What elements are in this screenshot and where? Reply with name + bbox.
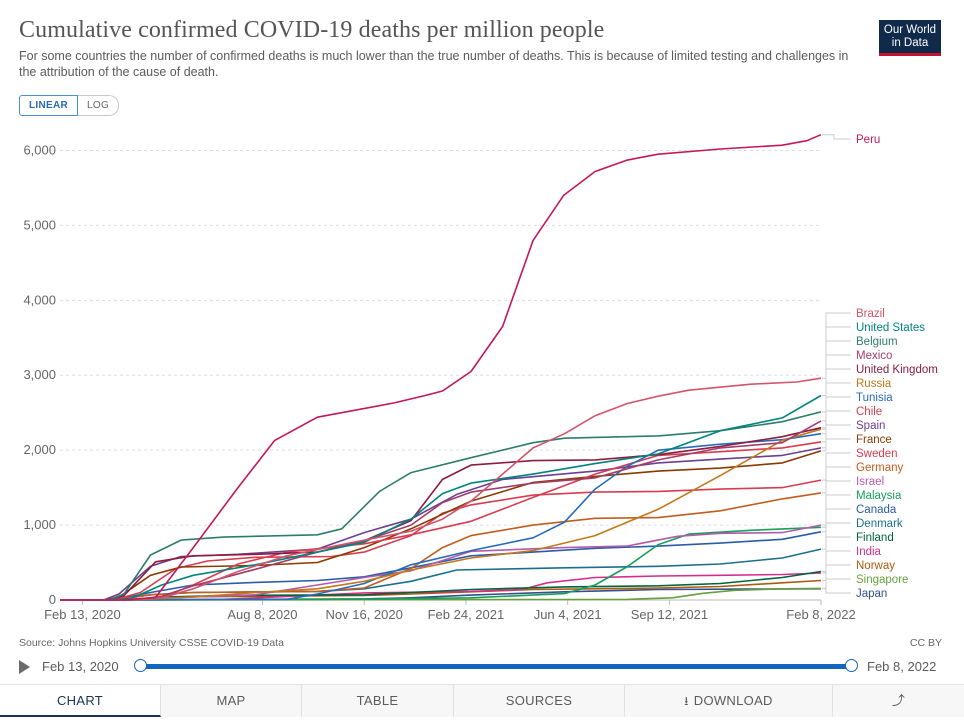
legend-label-mexico: Mexico <box>856 350 892 362</box>
legend-label-india: India <box>856 546 882 558</box>
x-tick-label: Sep 12, 2021 <box>631 607 708 622</box>
y-axis-ticks: 0 1,000 2,000 3,000 4,000 5,000 6,000 <box>23 142 56 607</box>
series-line-belgium <box>60 411 822 601</box>
legend-labels: Peru Brazil United States Belgium Mexico Unit… <box>856 134 938 600</box>
legend-label-russia: Russia <box>856 378 892 390</box>
y-tick-label: 4,000 <box>23 292 56 307</box>
timeline-end-label: Feb 8, 2022 <box>867 659 937 674</box>
tab-download[interactable]: ⭳ DOWNLOAD <box>625 685 833 717</box>
timeline-start-label: Feb 13, 2020 <box>42 659 119 674</box>
series-line-russia <box>60 428 822 601</box>
y-tick-label: 2,000 <box>23 442 56 457</box>
linear-scale-button[interactable]: LINEAR <box>19 95 79 116</box>
series-line-france <box>60 450 822 601</box>
legend-label-spain: Spain <box>856 420 885 432</box>
legend-label-japan: Japan <box>856 588 887 600</box>
x-tick-label: Aug 8, 2020 <box>227 607 297 622</box>
series-line-mexico <box>60 420 822 601</box>
series-line-peru <box>60 133 822 601</box>
source-note: Source: Johns Hopkins University CSSE CO… <box>19 637 284 649</box>
x-tick-label: Feb 8, 2022 <box>786 607 855 622</box>
legend-label-canada: Canada <box>856 504 897 516</box>
legend-connector <box>822 564 851 581</box>
chart-subtitle: For some countries the number of confirm… <box>19 49 849 79</box>
series-line-brazil <box>60 377 822 601</box>
series-line-united-kingdom <box>60 426 822 601</box>
tab-table[interactable]: TABLE <box>302 685 454 717</box>
x-tick-label: Feb 13, 2020 <box>44 607 121 622</box>
license-link[interactable]: CC BY <box>909 637 942 649</box>
scale-toggle: LINEAR LOG <box>19 95 120 116</box>
series-line-tunisia <box>60 432 822 601</box>
series-line-spain <box>60 447 822 601</box>
tab-sources[interactable]: SOURCES <box>454 685 625 717</box>
tab-chart[interactable]: CHART <box>0 685 161 717</box>
legend-connector <box>822 466 851 494</box>
legend-label-israel: Israel <box>856 476 884 488</box>
series-line-united-states <box>60 394 822 601</box>
x-axis-ticks: Feb 13, 2020 Aug 8, 2020 Nov 16, 2020 Feb 2… <box>44 600 856 622</box>
timeline-end-handle[interactable] <box>845 659 858 672</box>
y-tick-label: 5,000 <box>23 217 56 232</box>
legend-connector <box>822 424 851 449</box>
download-icon: ⭳ <box>684 694 689 708</box>
logo-line-2: in Data <box>891 37 929 49</box>
series-lines <box>60 133 822 601</box>
timeline: Feb 13, 2020 Feb 8, 2022 <box>0 656 964 678</box>
logo-line-1: Our World <box>883 24 937 36</box>
legend-connector <box>822 588 851 594</box>
legend-connector <box>822 134 851 140</box>
x-tick-label: Feb 24, 2021 <box>428 607 505 622</box>
legend-label-finland: Finland <box>856 532 894 544</box>
log-scale-button[interactable]: LOG <box>78 95 120 116</box>
legend-connector <box>822 578 851 589</box>
legend-label-france: France <box>856 434 892 446</box>
legend-label-singapore: Singapore <box>856 574 908 586</box>
tab-share[interactable]: ⤴ <box>833 685 964 717</box>
timeline-start-handle[interactable] <box>134 659 147 672</box>
owid-logo[interactable]: Our World in Data <box>879 20 941 56</box>
legend-label-chile: Chile <box>856 406 882 418</box>
chart-title: Cumulative confirmed COVID-19 deaths per… <box>19 17 605 43</box>
legend-label-denmark: Denmark <box>856 518 903 530</box>
grid-lines <box>60 149 821 601</box>
line-chart: 0 1,000 2,000 3,000 4,000 5,000 6,000 Feb 13, … <box>23 133 938 622</box>
legend-connector <box>822 522 851 550</box>
y-tick-label: 6,000 <box>23 142 56 157</box>
tab-bar: CHART MAP TABLE SOURCES ⭳ DOWNLOAD ⤴ <box>0 684 964 717</box>
y-tick-label: 1,000 <box>23 517 56 532</box>
tab-map[interactable]: MAP <box>161 685 302 717</box>
series-line-malaysia <box>60 526 822 601</box>
share-icon: ⤴ <box>891 693 906 708</box>
legend-connector <box>822 508 851 533</box>
legend-connector <box>822 550 851 574</box>
legend-label-tunisia: Tunisia <box>856 392 893 404</box>
legend-label-belgium: Belgium <box>856 336 898 348</box>
legend-label-brazil: Brazil <box>856 308 885 320</box>
x-tick-label: Nov 16, 2020 <box>326 607 403 622</box>
play-icon[interactable] <box>19 660 30 674</box>
legend-label-sweden: Sweden <box>856 448 898 460</box>
legend-connectors <box>822 134 851 594</box>
legend-label-united-states: United States <box>856 322 925 334</box>
download-label: DOWNLOAD <box>693 693 773 708</box>
legend-connector <box>822 438 851 452</box>
x-tick-label: Jun 4, 2021 <box>534 607 602 622</box>
legend-label-germany: Germany <box>856 462 904 474</box>
y-tick-label: 0 <box>49 592 56 607</box>
series-line-germany <box>60 492 822 601</box>
timeline-track[interactable] <box>140 664 851 669</box>
legend-label-norway: Norway <box>856 560 895 572</box>
y-tick-label: 3,000 <box>23 367 56 382</box>
legend-label-peru: Peru <box>856 134 880 146</box>
legend-label-malaysia: Malaysia <box>856 490 902 502</box>
legend-label-united-kingdom: United Kingdom <box>856 364 938 376</box>
